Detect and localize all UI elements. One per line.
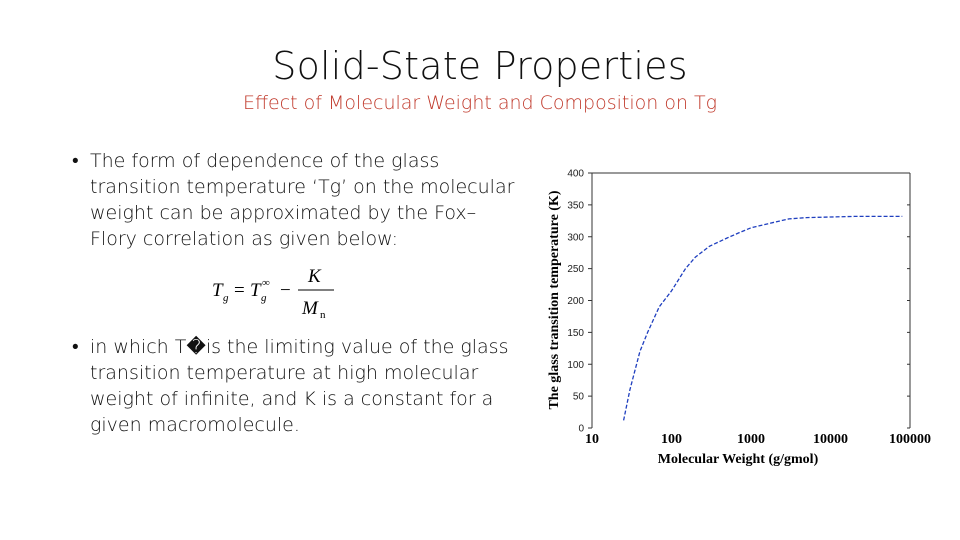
formula-tinf-sup: ∞ <box>262 277 270 289</box>
bullet-item: • The form of dependence of the glass tr… <box>72 148 522 252</box>
y-tick-label: 300 <box>567 232 584 243</box>
y-tick-label: 200 <box>567 296 584 307</box>
formula-lhs-sub: g <box>223 292 229 304</box>
formula-tinf: T <box>250 280 262 301</box>
y-tick-label: 100 <box>567 360 584 371</box>
formula-denominator-sub: n <box>320 309 326 320</box>
bullet-item: • in which T�is the limiting value of th… <box>72 334 522 438</box>
bullet-marker: • <box>72 336 79 358</box>
x-tick-label: 100 <box>661 432 682 447</box>
formula-minus: − <box>280 280 291 301</box>
formula-numerator: K <box>307 266 322 287</box>
formula-denominator: M <box>301 298 319 319</box>
slide-subtitle: Effect of Molecular Weight and Compositi… <box>242 92 718 114</box>
bullet-marker: • <box>72 150 79 172</box>
y-tick-label: 0 <box>578 424 584 435</box>
x-tick-label: 10 <box>585 432 599 447</box>
tg-vs-molecular-weight-chart: 0 50 100 150 200 250 300 350 400 10 100 1000 10000 1… <box>547 169 931 468</box>
y-tick-label: 400 <box>567 169 584 180</box>
x-tick-label: 10000 <box>813 432 848 447</box>
slide-title: Solid-State Properties <box>272 44 688 88</box>
y-tick-label: 250 <box>567 264 584 275</box>
y-axis-label: The glass transition temperature (K) <box>547 190 562 409</box>
bullet-text: in which T�is the limiting value of the … <box>90 336 509 436</box>
y-tick-label: 50 <box>573 392 585 403</box>
formula-lhs: T <box>212 280 224 301</box>
x-axis-label: Molecular Weight (g/gmol) <box>658 452 819 467</box>
y-tick-label: 150 <box>567 328 584 339</box>
bullet-text: The form of dependence of the glass tran… <box>90 150 515 250</box>
x-tick-label: 100000 <box>889 432 931 447</box>
formula-equals: = <box>234 280 245 301</box>
y-tick-label: 350 <box>567 200 584 211</box>
formula-tinf-sub: g <box>261 292 267 304</box>
fox-flory-formula: T g = T g ∞ − K M n <box>212 266 334 320</box>
x-tick-label: 1000 <box>737 432 765 447</box>
tg-series-line <box>622 215 903 421</box>
